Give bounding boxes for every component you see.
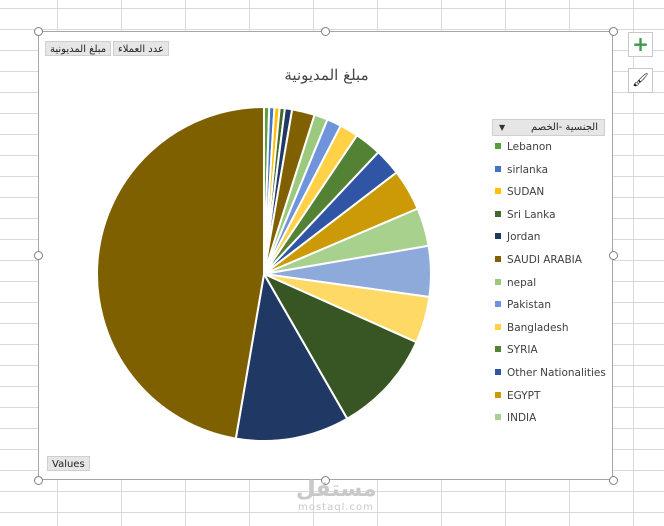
watermark-latin: mostaql.com <box>298 502 374 513</box>
legend-item-lebanon[interactable]: Lebanon <box>495 141 552 155</box>
legend-swatch <box>495 278 501 285</box>
chart-styles-button[interactable]: 🖌 <box>628 68 653 93</box>
legend-swatch <box>495 165 501 172</box>
watermark-arabic: مستقل <box>296 477 377 502</box>
pie-plot <box>96 105 432 442</box>
resize-handle-top-left[interactable] <box>34 27 43 36</box>
legend-swatch <box>495 210 501 217</box>
legend-item-india[interactable]: INDIA <box>495 412 536 426</box>
resize-handle-top-right[interactable] <box>609 27 618 36</box>
chart-elements-button[interactable]: + <box>628 32 653 57</box>
legend-label: SAUDI ARABIA <box>507 254 582 266</box>
legend-label: Other Nationalities <box>507 367 606 379</box>
legend-label: INDIA <box>507 412 537 425</box>
field-button-values[interactable]: Values <box>47 456 90 471</box>
resize-handle-top[interactable] <box>321 27 330 36</box>
legend-label: sirlanka <box>507 163 549 176</box>
legend-filter-button[interactable]: ▼ الجنسية -الخصم <box>492 119 605 136</box>
legend-header-label: الجنسية -الخصم <box>531 122 598 133</box>
legend-item-sirlanka[interactable]: sirlanka <box>495 164 548 178</box>
field-button-count-customers[interactable]: عدد العملاء <box>113 41 169 56</box>
dropdown-arrow-icon: ▼ <box>499 123 506 132</box>
legend-label: Bangladesh <box>507 321 569 334</box>
legend-label: EGYPT <box>507 389 541 402</box>
legend-swatch <box>495 188 501 195</box>
legend-label: Lebanon <box>507 141 552 153</box>
legend-item-pakistan[interactable]: Pakistan <box>495 299 551 313</box>
resize-handle-bottom-left[interactable] <box>34 476 43 485</box>
pie-slice-15[interactable] <box>261 271 418 421</box>
legend-label: SUDAN <box>507 186 545 199</box>
legend-swatch <box>495 323 501 330</box>
legend-item-jordan[interactable]: Jordan <box>495 231 540 245</box>
legend-label: Jordan <box>507 231 541 244</box>
field-button-debt-amount[interactable]: مبلغ المديونية <box>45 41 112 56</box>
legend-swatch <box>495 233 501 240</box>
legend-swatch <box>495 301 501 308</box>
legend-label: Pakistan <box>507 299 551 312</box>
legend-item-bangladesh[interactable]: Bangladesh <box>495 322 569 336</box>
legend-swatch <box>495 369 501 375</box>
legend-item-syria[interactable]: SYRIA <box>495 344 538 358</box>
pie-slice-17[interactable] <box>96 105 265 440</box>
resize-handle-right[interactable] <box>609 251 618 260</box>
paintbrush-icon: 🖌 <box>632 73 649 88</box>
legend-swatch <box>495 143 501 149</box>
legend-label: SYRIA <box>507 344 538 357</box>
legend-item-sudan[interactable]: SUDAN <box>495 186 544 200</box>
legend-label: nepal <box>507 276 537 289</box>
chart-title: مبلغ المديونية <box>284 66 369 84</box>
legend-item-nepal[interactable]: nepal <box>495 277 536 291</box>
watermark-logo: مستقل mostaql.com <box>296 477 377 514</box>
legend-item-saudi-arabia[interactable]: SAUDI ARABIA <box>495 254 582 268</box>
legend-swatch <box>495 391 501 398</box>
resize-handle-left[interactable] <box>34 251 43 260</box>
legend-item-sri-lanka[interactable]: Sri Lanka <box>495 209 556 223</box>
legend-swatch <box>495 414 501 421</box>
legend-swatch <box>495 346 501 353</box>
resize-handle-bottom-right[interactable] <box>609 476 618 485</box>
legend-swatch <box>495 256 501 262</box>
legend-label: Sri Lanka <box>507 208 556 221</box>
pie-slice-16[interactable] <box>234 271 349 442</box>
legend-item-other-nationalities[interactable]: Other Nationalities <box>495 367 606 381</box>
resize-handle-bottom[interactable] <box>321 476 330 485</box>
legend-item-egypt[interactable]: EGYPT <box>495 390 540 404</box>
pivot-chart[interactable]: عدد العملاء مبلغ المديونية مبلغ المديوني… <box>38 31 613 480</box>
plus-icon: + <box>632 32 649 56</box>
